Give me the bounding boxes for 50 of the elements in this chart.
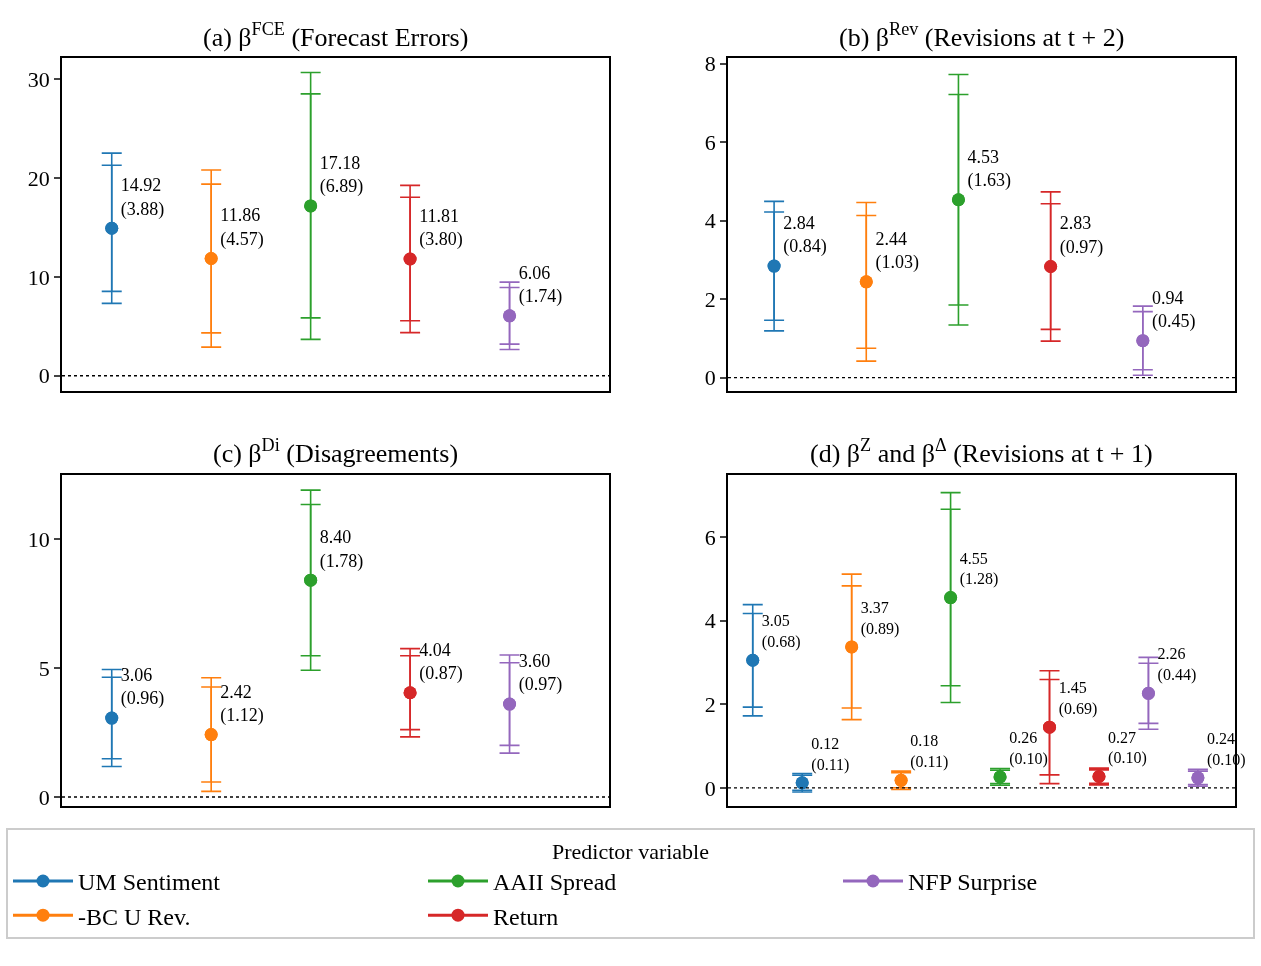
y-tick-label: 4 — [704, 208, 716, 234]
data-label: 2.83 (0.97) — [1059, 213, 1104, 258]
data-label: 0.27 (0.10) — [1108, 728, 1147, 768]
y-tick-label: 10 — [27, 526, 50, 552]
y-tick-label: 6 — [704, 129, 716, 155]
y-tick-label: 10 — [27, 264, 50, 290]
legend-title: Predictor variable — [552, 838, 709, 864]
y-tick-label: 20 — [27, 165, 50, 191]
legend-label: AAII Spread — [493, 869, 617, 896]
chart-title: (d) β$^{Z}$ and β$^{Δ}$ (Revisions at t + 1) — [810, 435, 1153, 468]
y-tick-label: 6 — [704, 524, 716, 550]
data-label: 3.06 (0.96) — [120, 665, 165, 710]
legend-label: UM Sentiment — [78, 869, 221, 896]
y-tick-label: 0 — [38, 363, 50, 389]
data-label: 0.18 (0.11) — [910, 732, 949, 772]
chart-title: (c) β$^{Di}$ (Disagreements) — [213, 435, 459, 468]
data-label: 3.60 (0.97) — [518, 651, 563, 696]
y-tick-label: 5 — [38, 655, 50, 681]
data-label: 2.84 (0.84) — [783, 213, 827, 258]
y-tick-label: 30 — [27, 66, 50, 92]
legend-label: -BC U Rev. — [78, 903, 191, 930]
data-label: 14.92 (3.88) — [120, 175, 165, 220]
data-label: 0.94 (0.45) — [1151, 287, 1196, 333]
legend-label: NFP Surprise — [908, 869, 1038, 896]
data-label: 4.04 (0.87) — [419, 639, 463, 685]
data-label: 2.26 (0.44) — [1157, 645, 1197, 685]
y-tick-label: 8 — [704, 51, 716, 77]
data-label: 17.18 (6.89) — [319, 152, 364, 198]
data-label: 4.53 (1.63) — [967, 146, 1012, 192]
y-tick-label: 2 — [704, 286, 716, 312]
data-label: 4.55 (1.28) — [959, 549, 999, 589]
y-tick-label: 0 — [704, 775, 716, 801]
data-label: 1.45 (0.69) — [1058, 679, 1098, 719]
data-label: 3.05 (0.68) — [761, 612, 801, 652]
data-label: 6.06 (1.74) — [518, 262, 563, 308]
chart-title: (a) β$^{FCE}$ (Forecast Errors) — [203, 19, 469, 52]
data-label: 11.81 (3.80) — [419, 205, 463, 251]
data-label: 0.12 (0.11) — [811, 734, 850, 774]
legend-label: Return — [493, 903, 559, 930]
data-label: 2.44 (1.03) — [875, 228, 919, 274]
y-tick-label: 2 — [704, 691, 716, 717]
data-label: 3.37 (0.89) — [860, 598, 900, 638]
y-tick-label: 4 — [704, 608, 716, 634]
data-label: 11.86 (4.57) — [220, 205, 264, 250]
data-label: 0.26 (0.10) — [1009, 729, 1048, 768]
y-tick-label: 0 — [704, 365, 716, 391]
data-label: 2.42 (1.12) — [220, 681, 264, 726]
data-label: 8.40 (1.78) — [319, 527, 364, 572]
chart-title: (b) β$^{Rev}$ (Revisions at t + 2) — [839, 19, 1125, 52]
y-tick-label: 0 — [38, 784, 50, 810]
